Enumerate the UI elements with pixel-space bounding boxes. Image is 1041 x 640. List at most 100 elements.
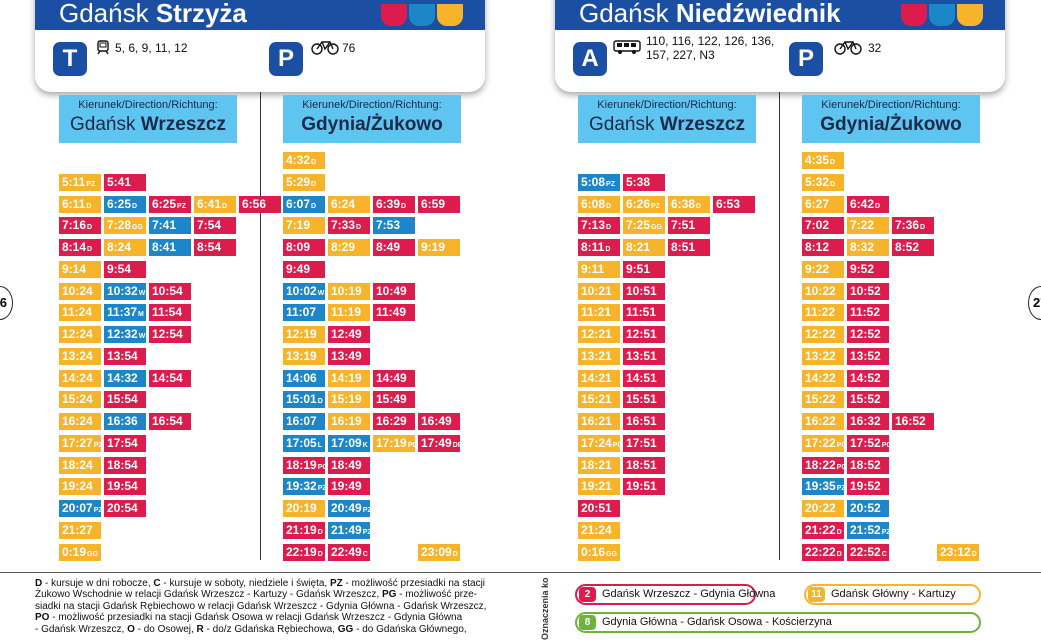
departure-time: 7:19 — [283, 217, 325, 235]
departure-time-value: 8:29 — [331, 240, 356, 254]
departure-time-value: 12:54 — [152, 327, 183, 341]
page-number-left: 26 — [0, 286, 13, 320]
departure-time: 17:54 — [104, 434, 146, 452]
route-legend-11: 11 Gdańsk Główny - Kartuzy — [804, 584, 981, 605]
departure-time-value: 23:09 — [421, 544, 452, 559]
departure-time: 6:53 — [713, 195, 755, 213]
departure-time-value: 17:49 — [421, 435, 452, 450]
route-legend-2: 2 Gdańsk Wrzeszcz - Gdynia Główna — [575, 584, 775, 605]
departure-time: 22:22D — [802, 543, 844, 561]
departure-time: 0:16GG — [578, 543, 620, 561]
bike-spaces: 76 — [342, 41, 356, 55]
legend-line: Żukowo Wschodnie w relacji Gdańsk Wrzesz… — [35, 589, 477, 601]
departure-time-value: 19:54 — [107, 479, 138, 494]
departure-note-code: PZ — [93, 507, 101, 514]
departure-time: 11:07 — [283, 304, 325, 322]
departure-time-value: 18:21 — [581, 457, 612, 472]
departure-time: 6:39D — [373, 195, 415, 213]
departure-note-code: D — [696, 202, 702, 210]
direction-name: Gdynia/Żukowo — [820, 114, 962, 135]
departure-time-value: 16:49 — [421, 414, 452, 428]
departure-time-value: 15:01 — [286, 392, 317, 407]
departure-time: 18:52 — [847, 456, 889, 474]
departure-time-value: 13:49 — [331, 348, 362, 363]
departure-time-value: 7:16 — [62, 218, 87, 233]
departure-time: 6:11D — [59, 195, 101, 213]
departure-time: 10:51 — [623, 282, 665, 300]
departure-time-value: 15:49 — [376, 392, 407, 407]
departure-note-code: D — [311, 159, 317, 166]
departure-note-code: PG — [612, 441, 620, 449]
departure-time: 15:19 — [328, 391, 370, 409]
departure-time-value: 13:19 — [286, 348, 317, 363]
departure-time-value: 8:32 — [850, 240, 875, 254]
departure-time-value: 16:52 — [895, 414, 926, 428]
departure-note-code: D — [830, 180, 836, 188]
departure-time: 10:54 — [149, 282, 191, 300]
departure-time-value: 11:51 — [626, 305, 657, 320]
departure-time: 12:24 — [59, 326, 101, 343]
departure-time: 7:02 — [802, 217, 844, 235]
departure-time-value: 16:24 — [62, 414, 93, 428]
departure-time-value: 7:19 — [286, 218, 311, 233]
departure-time: 20:54 — [104, 500, 146, 517]
departure-time: 14:51 — [623, 369, 665, 387]
departure-time-value: 10:49 — [376, 283, 407, 298]
departure-time-value: 6:25 — [107, 196, 132, 211]
departure-time-value: 19:32 — [286, 479, 317, 494]
departure-time-value: 18:52 — [850, 457, 881, 472]
departure-note-code: D — [875, 202, 881, 210]
departure-time: 11:19 — [328, 304, 370, 322]
departure-note-code: C — [881, 550, 887, 558]
departure-time: 10:22 — [802, 282, 844, 300]
departure-time-value: 14:49 — [376, 370, 407, 385]
bus-stop-badge: A — [573, 42, 607, 76]
departure-time-value: 0:19 — [62, 544, 87, 559]
departure-time-value: 22:52 — [850, 544, 881, 559]
departure-time: 7:25GG — [623, 217, 665, 235]
departure-time: 14:19 — [328, 369, 370, 387]
departure-note-code: D — [317, 398, 323, 406]
departure-time: 17:49DPO — [418, 434, 460, 452]
departure-time-value: 10:52 — [850, 283, 881, 298]
departure-time: 19:35PZ — [802, 478, 844, 496]
departure-time: 12:22 — [802, 326, 844, 343]
departure-time: 7:41 — [149, 217, 191, 235]
departure-time-value: 13:22 — [805, 348, 836, 363]
departure-time: 13:52 — [847, 347, 889, 365]
departure-time-value: 17:19 — [376, 435, 407, 450]
departure-time-value: 18:24 — [62, 457, 93, 472]
departure-time: 5:11PZ — [59, 173, 101, 191]
departure-time-value: 10:24 — [62, 283, 93, 298]
departure-time-value: 15:51 — [626, 392, 657, 407]
direction-label: Kierunek/Direction/Richtung: — [821, 99, 961, 111]
departure-time: 14:22 — [802, 369, 844, 387]
departure-note-code: D — [317, 550, 323, 558]
departure-time: 5:08PZ — [578, 173, 620, 191]
departure-time: 0:19GG — [59, 543, 101, 561]
departure-time: 13:49 — [328, 347, 370, 365]
departure-time: 16:07 — [283, 413, 325, 430]
departure-time: 5:32D — [802, 173, 844, 191]
departure-time: 21:22D — [802, 521, 844, 539]
departure-note-code: D — [836, 528, 842, 536]
departure-note-code: D — [222, 202, 228, 210]
departure-time: 11:37M — [104, 304, 146, 322]
departure-time-value: 9:19 — [421, 240, 446, 254]
departure-time: 14:21 — [578, 369, 620, 387]
route-label: Gdynia Główna - Gdańsk Osowa - Kościerzy… — [602, 616, 832, 628]
departure-time: 11:21 — [578, 304, 620, 322]
departure-time: 16:36 — [104, 413, 146, 430]
departure-time-value: 11:52 — [850, 305, 881, 320]
departure-time: 7:28GG — [104, 217, 146, 235]
tram-stop-badge: T — [53, 42, 87, 76]
departure-time: 23:12D — [937, 543, 979, 561]
departure-time: 19:21 — [578, 478, 620, 496]
departure-time: 12:21 — [578, 326, 620, 343]
departure-time-value: 6:59 — [421, 196, 446, 211]
departure-time-value: 5:29 — [286, 174, 311, 189]
departure-time: 21:49PZ — [328, 521, 370, 539]
departure-time-value: 15:24 — [62, 392, 93, 407]
departure-time-value: 9:22 — [805, 261, 830, 276]
departure-time: 17:05L — [283, 434, 325, 452]
